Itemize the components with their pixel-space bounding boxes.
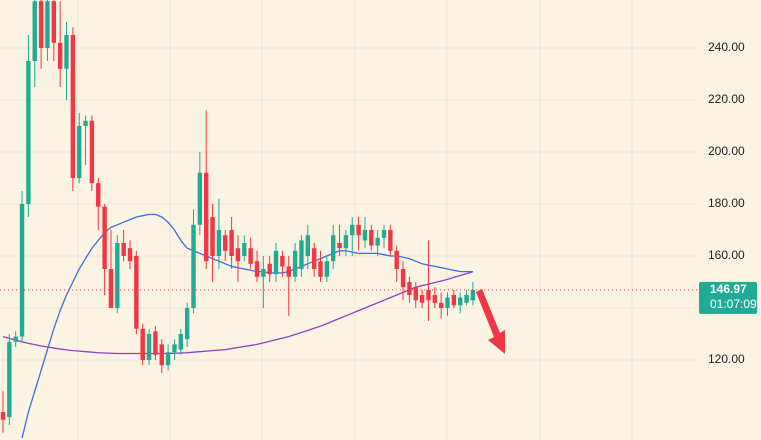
- last-price-box: [699, 281, 757, 314]
- y-axis: 120.00140.00160.00180.00200.00220.00240.…: [0, 0, 757, 366]
- countdown-label: 01:07:09: [710, 297, 757, 311]
- candle-body: [343, 235, 349, 249]
- candle-body: [280, 255, 285, 267]
- candle-body: [273, 250, 279, 275]
- candle-body: [191, 224, 196, 308]
- candle-body: [451, 294, 457, 306]
- grid: [0, 47, 697, 361]
- candle-body: [57, 42, 63, 69]
- candle-body: [165, 352, 171, 366]
- candle-body: [432, 294, 437, 303]
- arrow-annotation: [476, 289, 505, 354]
- candle-body: [77, 125, 82, 178]
- candle-body: [445, 297, 450, 308]
- y-tick-label: 120.00: [708, 352, 745, 366]
- candle-body: [299, 240, 304, 269]
- y-tick-label: 180.00: [708, 196, 745, 210]
- candle-body: [7, 341, 12, 418]
- candle-body: [159, 344, 164, 366]
- candle-body: [381, 229, 387, 238]
- candle-body: [470, 289, 476, 301]
- y-tick-label: 220.00: [708, 92, 745, 106]
- y-tick-label: 200.00: [708, 144, 745, 158]
- candle-body: [350, 224, 355, 236]
- candle-body: [89, 120, 95, 184]
- candle-body: [356, 224, 361, 236]
- candle-body: [13, 336, 18, 342]
- candle-body: [426, 289, 431, 301]
- candle-body: [64, 34, 69, 69]
- candle-body: [318, 261, 323, 277]
- candle-body: [108, 268, 114, 308]
- candle-body: [0, 411, 6, 420]
- candle-body: [394, 250, 399, 269]
- candle-body: [362, 229, 368, 241]
- candle-body: [311, 248, 317, 269]
- vertical-grid: [77, 0, 633, 440]
- candle-body: [388, 229, 393, 251]
- candle-body: [438, 302, 444, 308]
- candle-body: [172, 344, 177, 353]
- candle-body: [458, 297, 463, 306]
- candle-body: [127, 248, 133, 262]
- candle-body: [121, 242, 126, 256]
- candle-body: [464, 294, 469, 303]
- y-tick-label: 240.00: [708, 40, 745, 54]
- y-tick-label: 160.00: [708, 248, 745, 262]
- candle-body: [70, 34, 76, 178]
- candle-body: [413, 287, 418, 301]
- candle-body: [242, 242, 247, 256]
- candle-body: [331, 235, 336, 262]
- candle-body: [83, 120, 88, 126]
- candle-body: [400, 268, 406, 288]
- candle-body: [292, 250, 298, 277]
- moving-average: [2, 270, 474, 355]
- last-price-label: 146.97: [710, 282, 747, 296]
- candle-body: [115, 242, 120, 308]
- candle-body: [407, 281, 412, 295]
- candle-body: [369, 229, 374, 246]
- candle-body: [51, 1, 56, 43]
- y-tick-label: 260.00: [708, 0, 745, 2]
- candle-body: [286, 266, 291, 277]
- candle-body: [38, 1, 44, 48]
- candle-body: [96, 183, 101, 207]
- candle-body: [248, 248, 253, 264]
- candle-body: [204, 172, 209, 262]
- candle-body: [229, 229, 234, 256]
- candle-body: [267, 263, 272, 275]
- candle-body: [254, 261, 260, 277]
- candle-body: [45, 1, 50, 48]
- candle-body: [26, 60, 31, 204]
- candle-body: [324, 261, 330, 277]
- candles: [0, 0, 476, 433]
- candle-body: [210, 216, 215, 256]
- candle-body: [32, 1, 37, 61]
- candle-body: [261, 268, 266, 277]
- candle-body: [134, 255, 139, 329]
- candle-body: [305, 235, 310, 256]
- candle-body: [235, 248, 241, 262]
- candle-body: [216, 229, 222, 256]
- candle-body: [375, 237, 380, 246]
- candle-body: [19, 203, 25, 337]
- candle-body: [153, 331, 158, 355]
- candle-body: [223, 235, 228, 251]
- candle-body: [184, 307, 190, 340]
- candle-body: [337, 242, 342, 249]
- candle-body: [419, 294, 425, 303]
- candle-body: [102, 206, 107, 269]
- candle-body: [146, 333, 152, 360]
- candle-body: [140, 328, 145, 360]
- candle-body: [178, 333, 183, 350]
- candle-body: [197, 172, 203, 225]
